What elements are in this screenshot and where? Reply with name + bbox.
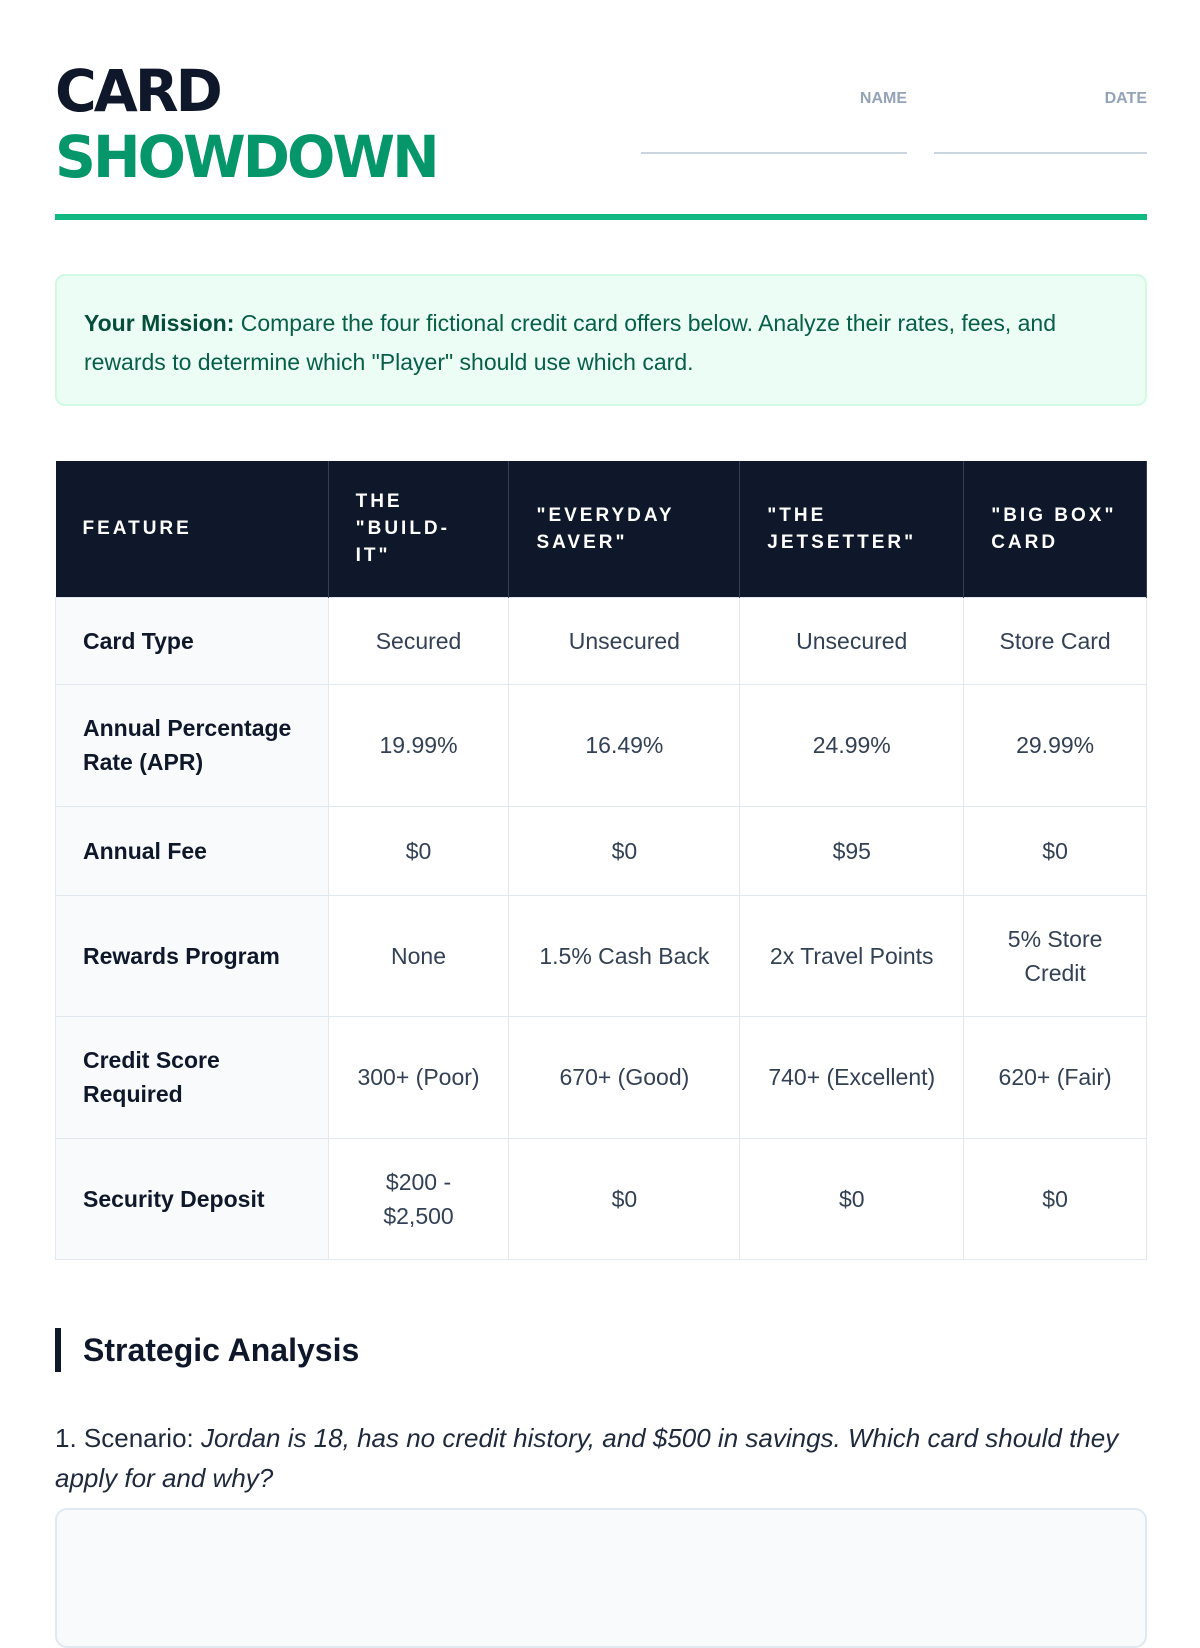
column-header: "EVERYDAY SAVER" xyxy=(508,461,741,597)
cell-value: 16.49% xyxy=(508,683,741,807)
cell-value: None xyxy=(327,894,510,1017)
feature-label: Rewards Program xyxy=(55,894,329,1017)
cell-value: 2x Travel Points xyxy=(739,894,965,1017)
cell-value: $0 xyxy=(327,805,510,896)
column-header: FEATURE xyxy=(55,461,329,597)
answer-box[interactable] xyxy=(55,1508,1147,1648)
date-line xyxy=(934,152,1147,154)
cell-value: $0 xyxy=(508,805,741,896)
cell-value: 1.5% Cash Back xyxy=(508,894,741,1017)
feature-label: Card Type xyxy=(55,596,329,685)
comparison-table: FEATURE THE "BUILD-IT" "EVERYDAY SAVER" "TH… xyxy=(55,461,1147,1260)
cell-value: 300+ (Poor) xyxy=(327,1015,510,1139)
mission-text: Compare the four fictional credit card o… xyxy=(84,310,1056,375)
table-row: Annual Percentage Rate (APR) 19.99% 16.49%… xyxy=(55,683,1147,807)
cell-value: Unsecured xyxy=(739,596,965,685)
question-text: Jordan is 18, has no credit history, and… xyxy=(55,1423,1119,1493)
name-label: NAME xyxy=(859,90,907,107)
table-row: Annual Fee $0 $0 $95 $0 xyxy=(55,805,1147,896)
column-header: "BIG BOX" CARD xyxy=(963,461,1147,597)
title-line-1: CARD xyxy=(55,57,223,125)
date-field[interactable]: DATE xyxy=(934,90,1147,154)
question-1: 1. Scenario: Jordan is 18, has no credit… xyxy=(55,1418,1147,1498)
cell-value: 620+ (Fair) xyxy=(963,1015,1147,1139)
cell-value: $0 xyxy=(508,1137,741,1260)
cell-value: 5% Store Credit xyxy=(963,894,1147,1017)
cell-value: $200 - $2,500 xyxy=(327,1137,510,1260)
cell-value: 670+ (Good) xyxy=(508,1015,741,1139)
table-header-row: FEATURE THE "BUILD-IT" "EVERYDAY SAVER" "TH… xyxy=(55,461,1147,597)
cell-value: 740+ (Excellent) xyxy=(739,1015,965,1139)
cell-value: Secured xyxy=(327,596,510,685)
feature-label: Annual Fee xyxy=(55,805,329,896)
feature-label: Credit Score Required xyxy=(55,1015,329,1139)
mission-box: Your Mission: Compare the four fictional… xyxy=(55,274,1147,406)
cell-value: $0 xyxy=(963,805,1147,896)
name-line xyxy=(641,152,907,154)
cell-value: Unsecured xyxy=(508,596,741,685)
cell-value: Store Card xyxy=(963,596,1147,685)
feature-label: Security Deposit xyxy=(55,1137,329,1260)
table-row: Card Type Secured Unsecured Unsecured Store … xyxy=(55,596,1147,685)
section-heading: Strategic Analysis xyxy=(55,1328,359,1372)
column-header: THE "BUILD-IT" xyxy=(328,461,510,597)
cell-value: $95 xyxy=(739,805,965,896)
cell-value: $0 xyxy=(739,1137,965,1260)
feature-label: Annual Percentage Rate (APR) xyxy=(55,683,329,807)
mission-label: Your Mission: xyxy=(84,310,235,336)
page-title: CARD SHOWDOWN xyxy=(55,57,440,191)
column-header: "THE JETSETTER" xyxy=(739,461,965,597)
table-row: Rewards Program None 1.5% Cash Back 2x Trav… xyxy=(55,894,1147,1017)
table-row: Credit Score Required 300+ (Poor) 670+ (Go… xyxy=(55,1015,1147,1139)
title-line-2: SHOWDOWN xyxy=(55,123,440,191)
name-field[interactable]: NAME xyxy=(641,90,907,154)
date-label: DATE xyxy=(1104,90,1147,107)
cell-value: 24.99% xyxy=(739,683,965,807)
question-prefix: 1. Scenario: xyxy=(55,1423,201,1453)
cell-value: $0 xyxy=(963,1137,1147,1260)
cell-value: 29.99% xyxy=(963,683,1147,807)
cell-value: 19.99% xyxy=(327,683,510,807)
header-divider xyxy=(55,214,1147,220)
table-row: Security Deposit $200 - $2,500 $0 $0 $0 xyxy=(55,1137,1147,1260)
